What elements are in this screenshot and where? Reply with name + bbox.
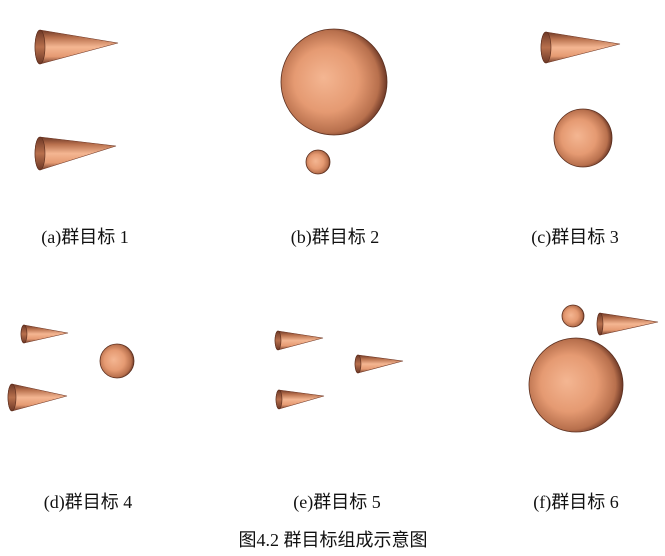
panel-a-graphic xyxy=(34,29,119,171)
cone-e-3 xyxy=(275,389,325,410)
cone-f-1 xyxy=(596,312,659,336)
sphere-c-1 xyxy=(553,108,613,168)
panel-c-graphic xyxy=(540,31,621,168)
panel-label-b: (b)群目标 2 xyxy=(290,227,380,247)
cone-e-2 xyxy=(354,354,404,374)
sphere-f-large xyxy=(528,337,624,433)
cone-e-1 xyxy=(274,330,324,351)
sphere-f-small xyxy=(561,304,585,328)
cone-a-1 xyxy=(34,29,119,65)
figure-caption: 图4.2 群目标组成示意图 xyxy=(238,530,428,550)
cone-d-2 xyxy=(7,383,68,412)
panel-label-c: (c)群目标 3 xyxy=(531,227,619,247)
panel-d-graphic xyxy=(7,324,135,412)
cone-d-1 xyxy=(20,324,69,344)
sphere-b-large xyxy=(280,28,388,136)
panel-label-f: (f)群目标 6 xyxy=(533,492,619,512)
panel-e-graphic xyxy=(274,330,404,410)
sphere-b-small xyxy=(305,149,331,175)
panel-label-d: (d)群目标 4 xyxy=(43,492,133,512)
cone-a-2 xyxy=(34,136,117,171)
figure-illustration xyxy=(7,28,659,433)
panel-label-e: (e)群目标 5 xyxy=(293,492,381,512)
panel-b-graphic xyxy=(280,28,388,175)
sphere-d-1 xyxy=(99,343,135,379)
panel-label-a: (a)群目标 1 xyxy=(41,227,129,247)
panel-f-graphic xyxy=(528,304,659,433)
cone-c-1 xyxy=(540,31,621,64)
